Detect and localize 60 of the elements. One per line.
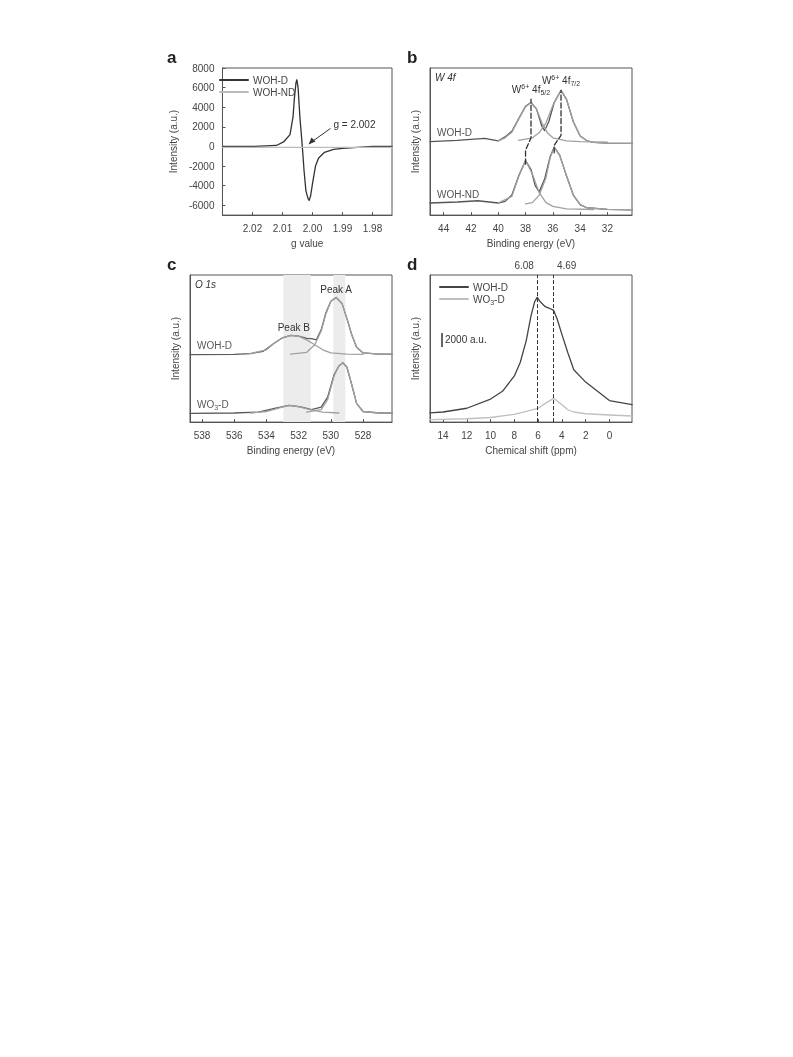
chart-title: b <box>407 48 418 67</box>
y-tick-label: 4000 <box>192 101 215 113</box>
annotation: Peak A <box>320 283 353 295</box>
x-axis-title: Chemical shift (ppm) <box>485 444 577 456</box>
x-axis-title: Binding energy (eV) <box>486 237 576 249</box>
y-tick-label: 0 <box>208 140 215 152</box>
annotation: 2000 a.u. <box>445 333 487 345</box>
x-tick-label: 4 <box>559 429 566 441</box>
x-tick-label: 536 <box>225 429 244 441</box>
x-tick-label: 34 <box>574 222 587 234</box>
x-tick-label: 8 <box>511 429 518 441</box>
series-label: WOH-D <box>437 127 472 139</box>
legend-label: WOH-ND <box>253 86 296 98</box>
y-tick-label: -2000 <box>188 160 215 172</box>
x-tick-label: 2 <box>582 429 589 441</box>
x-tick-label: 40 <box>492 222 505 234</box>
y-tick-label: 8000 <box>192 62 215 74</box>
chart-title: a <box>167 48 177 67</box>
legend-label: WOH-D <box>473 281 508 293</box>
chart-subtitle: W 4f <box>435 71 457 83</box>
x-tick-label: 42 <box>465 222 477 234</box>
x-axis-title: Binding energy (eV) <box>246 444 336 456</box>
y-tick-label: 6000 <box>192 82 215 94</box>
x-tick-label: 14 <box>437 429 450 441</box>
y-axis-title: Intensity (a.u.) <box>167 109 179 174</box>
x-tick-label: 2.02 <box>242 222 263 234</box>
x-tick-label: 530 <box>322 429 340 441</box>
x-tick-label: 2.01 <box>272 222 293 234</box>
y-axis-title: Intensity (a.u.) <box>409 316 421 381</box>
x-tick-label: 12 <box>461 429 473 441</box>
x-tick-label: 532 <box>290 429 308 441</box>
y-tick-label: -4000 <box>188 180 215 192</box>
series-label: WOH-D <box>197 340 232 352</box>
x-tick-label: 38 <box>519 222 532 234</box>
x-tick-label: 1.98 <box>362 222 383 234</box>
annotation: g = 2.002 <box>333 118 376 130</box>
y-tick-label: -6000 <box>188 199 215 211</box>
chart-title: d <box>407 255 418 274</box>
chart-subtitle: O 1s <box>195 278 217 290</box>
ref-line-label: 4.69 <box>556 259 577 271</box>
legend-label: WOH-D <box>253 74 288 86</box>
x-tick-label: 0 <box>606 429 613 441</box>
x-tick-label: 538 <box>193 429 211 441</box>
x-tick-label: 36 <box>547 222 559 234</box>
y-axis-title: Intensity (a.u.) <box>169 316 181 381</box>
x-axis-title: g value <box>291 237 324 249</box>
x-tick-label: 528 <box>354 429 372 441</box>
x-tick-label: 10 <box>485 429 497 441</box>
y-tick-label: 2000 <box>192 121 215 133</box>
x-tick-label: 6 <box>535 429 542 441</box>
annotation: Peak B <box>277 321 311 333</box>
x-tick-label: 2.00 <box>302 222 323 234</box>
x-tick-label: 534 <box>258 429 276 441</box>
x-tick-label: 1.99 <box>332 222 353 234</box>
chart-title: c <box>167 255 177 274</box>
x-tick-label: 44 <box>438 222 450 234</box>
ref-line-label: 6.08 <box>514 259 535 271</box>
x-tick-label: 32 <box>601 222 614 234</box>
series-label: WOH-ND <box>437 188 480 200</box>
y-axis-title: Intensity (a.u.) <box>409 109 421 174</box>
